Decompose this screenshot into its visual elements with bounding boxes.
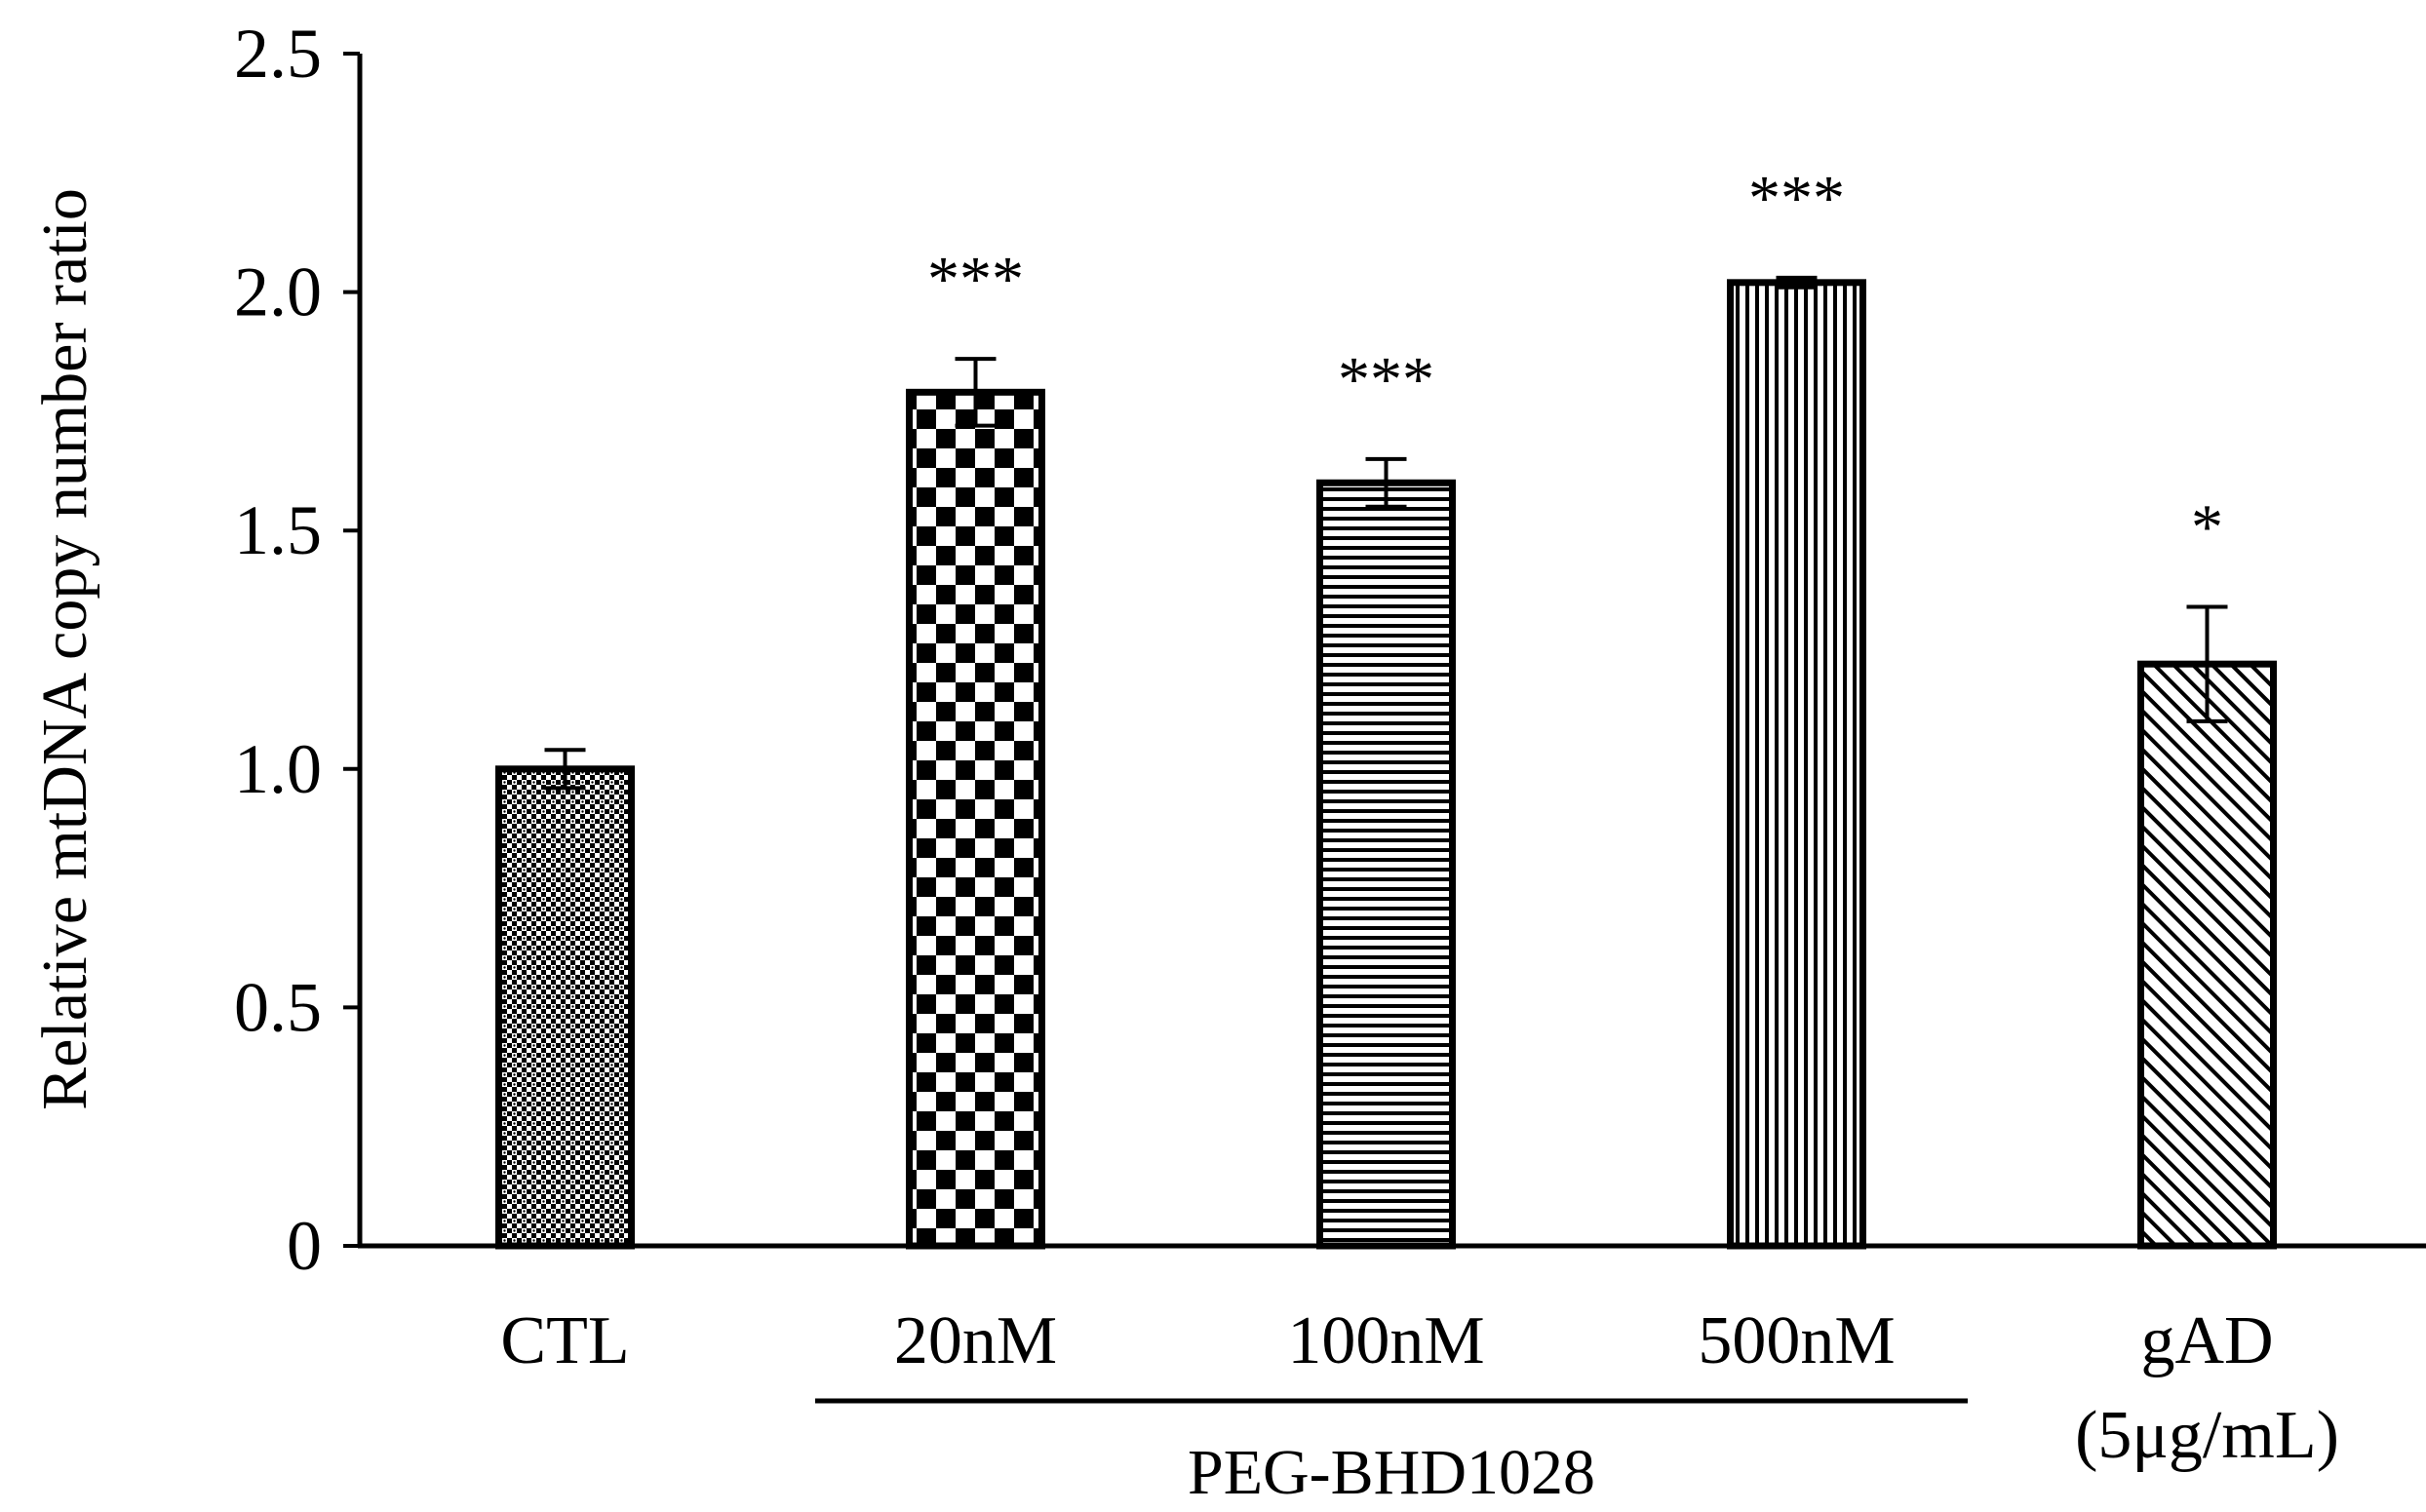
x-tick-label: 100nM: [1287, 1303, 1484, 1378]
significance-label: ***: [1338, 344, 1434, 415]
x-tick-label: 20nM: [894, 1303, 1057, 1378]
bar-20nm: [906, 388, 1045, 1250]
bar-500nm: [1727, 279, 1866, 1250]
bars: **********: [495, 163, 2277, 1250]
y-tick-label: 0.5: [234, 968, 322, 1046]
y-tick-label: 2.0: [234, 253, 322, 331]
x-tick-label: gAD: [2140, 1303, 2273, 1378]
y-tick-label: 2.5: [234, 15, 322, 93]
x-tick-label: CTL: [500, 1303, 629, 1378]
y-tick-label: 1.0: [234, 730, 322, 808]
y-axis-label: Relative mtDNA copy number ratio: [29, 188, 100, 1110]
x-tick-sublabel: (5μg/mL): [2075, 1398, 2339, 1473]
y-ticks: 0 0.5 1.0 1.5 2.0 2.5: [234, 15, 360, 1285]
bar-gad: [2137, 660, 2277, 1250]
group-label: PEG-BHD1028: [1188, 1437, 1595, 1508]
x-tick-label: 500nM: [1698, 1303, 1895, 1378]
significance-label: ***: [927, 244, 1024, 315]
x-tick-labels: CTL 20nM 100nM 500nM gAD (5μg/mL): [500, 1303, 2339, 1473]
y-tick-label: 0: [287, 1207, 322, 1285]
significance-label: *: [2191, 491, 2223, 562]
bar-ctl: [495, 765, 635, 1250]
y-tick-label: 1.5: [234, 491, 322, 569]
bar-100nm: [1316, 479, 1456, 1250]
significance-label: ***: [1748, 163, 1845, 234]
